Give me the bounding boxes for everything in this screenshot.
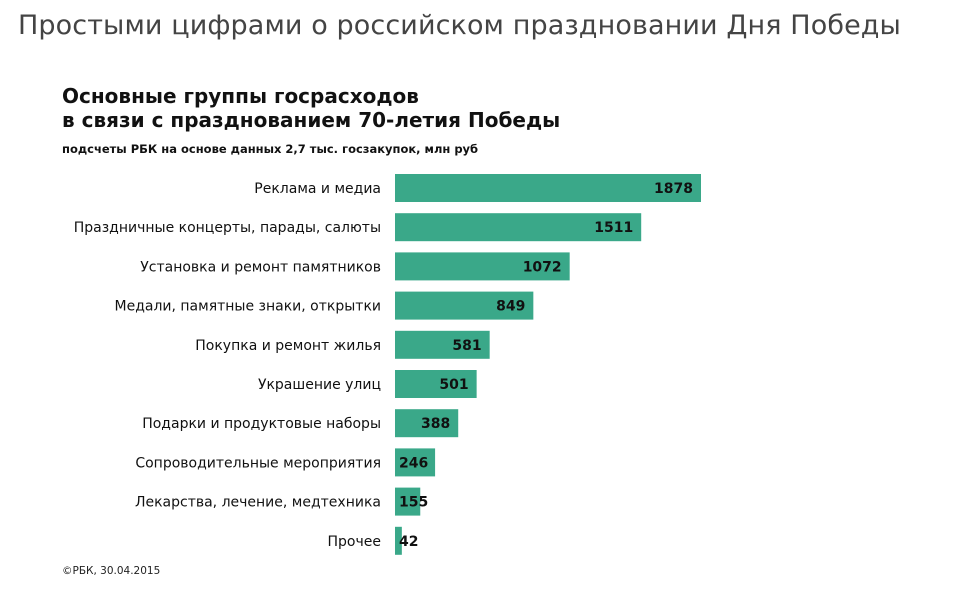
category-label: Праздничные концерты, парады, салюты [74,220,381,236]
chart-subtitle: подсчеты РБК на основе данных 2,7 тыс. г… [62,142,479,156]
bar-value-label: 42 [399,534,418,550]
bar-value-label: 501 [439,377,468,393]
chart-title: Основные группы госрасходов в связи с пр… [62,84,560,132]
bar-value-label: 1878 [654,181,693,197]
category-label: Украшение улиц [258,377,381,393]
chart-title-line-1: Основные группы госрасходов [62,84,419,108]
source-credit: ©РБК, 30.04.2015 [62,565,161,577]
bar-value-label: 849 [496,299,525,315]
category-label: Прочее [328,534,381,550]
bar [395,174,701,202]
bar-value-label: 1072 [523,259,562,275]
bar-value-label: 155 [399,495,428,511]
category-label: Медали, памятные знаки, открытки [115,299,382,315]
page-header-title: Простыми цифрами о российском празднован… [18,10,901,41]
bar [395,409,459,438]
bar [395,252,570,281]
category-label: Установка и ремонт памятников [140,259,381,275]
bar [395,526,402,555]
bar [395,487,421,516]
category-label: Реклама и медиа [254,181,381,197]
category-label: Сопроводительные мероприятия [135,455,381,471]
bar-value-label: 246 [399,455,428,471]
category-label: Подарки и продуктовые наборы [142,416,381,432]
bar [395,213,642,242]
bar-value-label: 388 [421,416,450,432]
bar [395,370,477,398]
bar [395,330,490,359]
bar-value-label: 581 [452,338,481,354]
bar [395,448,436,477]
category-label: Покупка и ремонт жилья [195,338,381,354]
chart-title-line-2: в связи с празднованием 70-летия Победы [62,108,561,132]
bar [395,291,534,320]
category-label: Лекарства, лечение, медтехника [135,495,381,511]
bar-value-label: 1511 [594,220,633,236]
